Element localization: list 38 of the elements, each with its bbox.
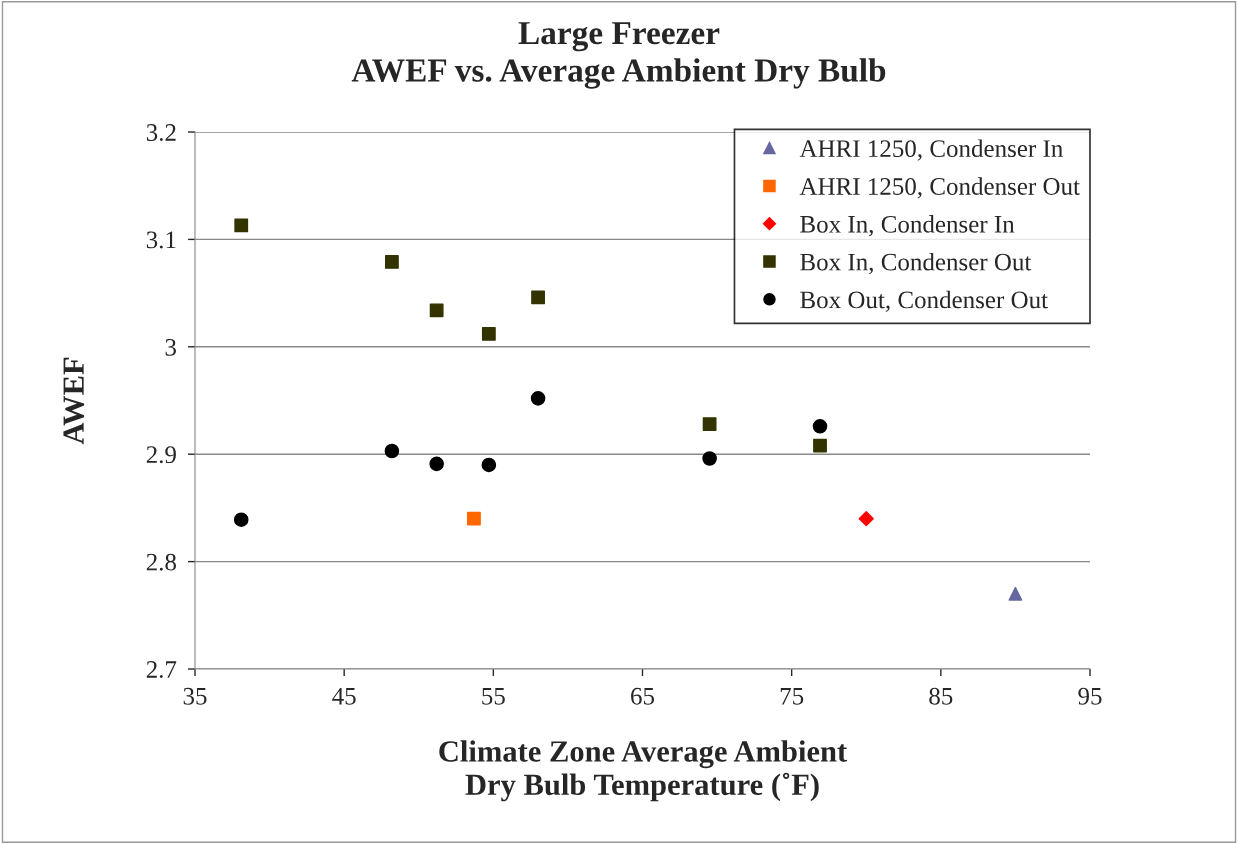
point xyxy=(234,218,249,233)
legend-label: Box In, Condenser In xyxy=(800,215,1015,237)
chart-title: Large Freezer AWEF vs. Average Ambient Dry Bulb xyxy=(351,22,886,89)
point xyxy=(481,457,497,473)
x-tick-label: 35 xyxy=(183,687,207,705)
x-tick-label: 65 xyxy=(631,687,655,705)
legend-label: Box In, Condenser Out xyxy=(800,252,1032,275)
y-tick-label: 3.1 xyxy=(146,231,176,249)
point xyxy=(429,456,444,472)
point xyxy=(384,255,399,269)
x-tick-label: 75 xyxy=(780,688,804,705)
point xyxy=(858,511,874,527)
point xyxy=(233,512,249,527)
x-axis-title: Climate Zone Average Ambient Dry Bulb Temperature (˚F) xyxy=(439,740,848,802)
point xyxy=(481,327,496,341)
point xyxy=(467,511,481,526)
y-tick-label: 2.7 xyxy=(146,661,177,679)
y-tick-label: 3 xyxy=(165,338,176,356)
point xyxy=(812,418,828,434)
x-tick-label: 45 xyxy=(332,687,356,705)
legend-label: AHRI 1250, Condenser In xyxy=(799,139,1063,161)
y-tick-label: 3.2 xyxy=(146,124,176,142)
point xyxy=(813,438,827,453)
point xyxy=(531,290,545,305)
point xyxy=(1008,586,1023,601)
point xyxy=(530,391,546,406)
point xyxy=(702,417,717,432)
legend-label: Box Out, Condenser Out xyxy=(800,290,1048,312)
point xyxy=(429,303,444,318)
x-tick-label: 95 xyxy=(1078,687,1102,705)
y-tick-label: 2.9 xyxy=(146,446,176,464)
y-axis-title: AWEF xyxy=(63,357,85,445)
x-tick-label: 85 xyxy=(929,687,953,705)
legend-label: AHRI 1250, Condenser Out xyxy=(799,177,1080,199)
point xyxy=(384,443,400,459)
x-tick-label: 55 xyxy=(482,688,505,705)
y-tick-label: 2.8 xyxy=(146,553,176,571)
point xyxy=(702,451,717,466)
